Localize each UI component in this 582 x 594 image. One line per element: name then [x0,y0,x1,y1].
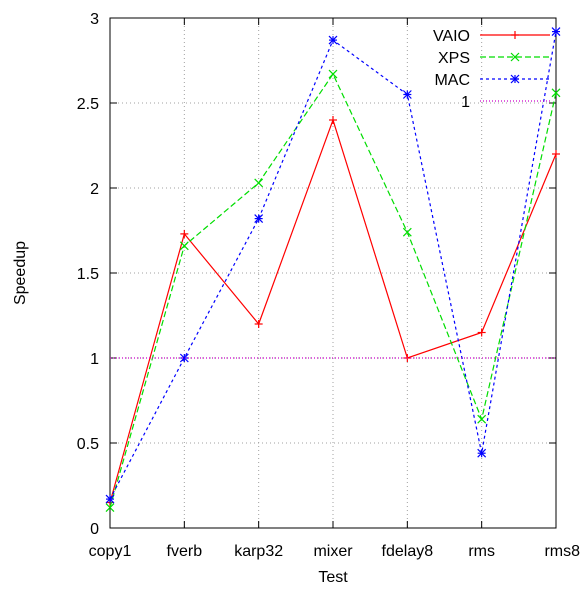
x-tick-label: copy1 [89,543,132,560]
y-tick-label: 2 [90,181,99,198]
marker-stroke [328,69,338,79]
data-point-marker [179,241,189,251]
legend-marker [510,52,520,62]
x-tick-label: karp32 [234,543,283,560]
series-mac [105,27,561,504]
x-tick-label: rms [468,543,495,560]
data-point-marker [477,448,487,458]
legend-marker [511,31,519,39]
data-point-marker [254,320,263,328]
axis-ticks: 0 0.5 1 1.5 2 2.5 3 copy1 fverb karp32 mixer fdelay… [77,11,580,560]
marker-stroke [179,241,189,251]
x-tick-label: fdelay8 [382,543,434,560]
legend-label: VAIO [433,28,470,45]
data-point-marker [254,214,264,224]
x-tick-label: mixer [313,543,353,560]
legend-label: MAC [434,72,470,89]
y-tick-label: 2.5 [77,96,99,113]
data-point-marker [329,116,337,124]
marker-stroke [402,227,412,237]
legend-item: 1 [461,94,550,111]
data-point-marker [328,35,338,45]
x-tick-label: rms8 [544,543,580,560]
y-tick-label: 0.5 [77,436,99,453]
legend-label: 1 [461,94,470,111]
legend-marker [510,74,520,84]
marker-stroke [477,448,487,458]
series-vaio [106,116,560,507]
data-point-marker [402,227,412,237]
legend: VAIO XPS MAC 1 [433,28,550,111]
data-point-marker [552,150,560,158]
legend-item: MAC [434,72,550,89]
marker-stroke [510,74,520,84]
data-point-marker [105,494,115,504]
data-point-marker [551,27,561,37]
y-tick-label: 1 [90,351,99,368]
y-tick-label: 3 [90,11,99,28]
series-group [105,27,561,513]
data-point-marker [179,353,189,363]
marker-stroke [551,88,561,98]
marker-stroke [510,52,520,62]
series-line [109,31,557,500]
marker-stroke [254,178,264,188]
x-axis-label: Test [318,569,348,586]
marker-stroke [254,214,264,224]
marker-stroke [328,35,338,45]
legend-item: XPS [438,50,550,67]
legend-label: XPS [438,50,470,67]
marker-stroke [402,90,412,99]
data-point-marker [477,414,487,424]
data-point-marker [254,178,264,188]
data-point-marker [402,90,412,99]
data-point-marker [551,88,561,98]
data-point-marker [180,229,189,238]
x-tick-label: fverb [167,543,203,560]
marker-stroke [105,503,115,513]
y-tick-label: 0 [90,521,99,538]
series-line [109,118,557,503]
marker-stroke [179,353,189,363]
y-tick-label: 1.5 [77,266,99,283]
grid [110,18,556,528]
data-point-marker [328,69,338,79]
y-axis-label: Speedup [12,241,29,305]
data-point-marker [105,503,115,513]
marker-stroke [105,494,115,504]
marker-stroke [477,414,487,424]
series-xps [105,69,561,513]
legend-item: VAIO [433,28,550,45]
marker-stroke [551,27,561,37]
data-point-marker [477,328,486,337]
